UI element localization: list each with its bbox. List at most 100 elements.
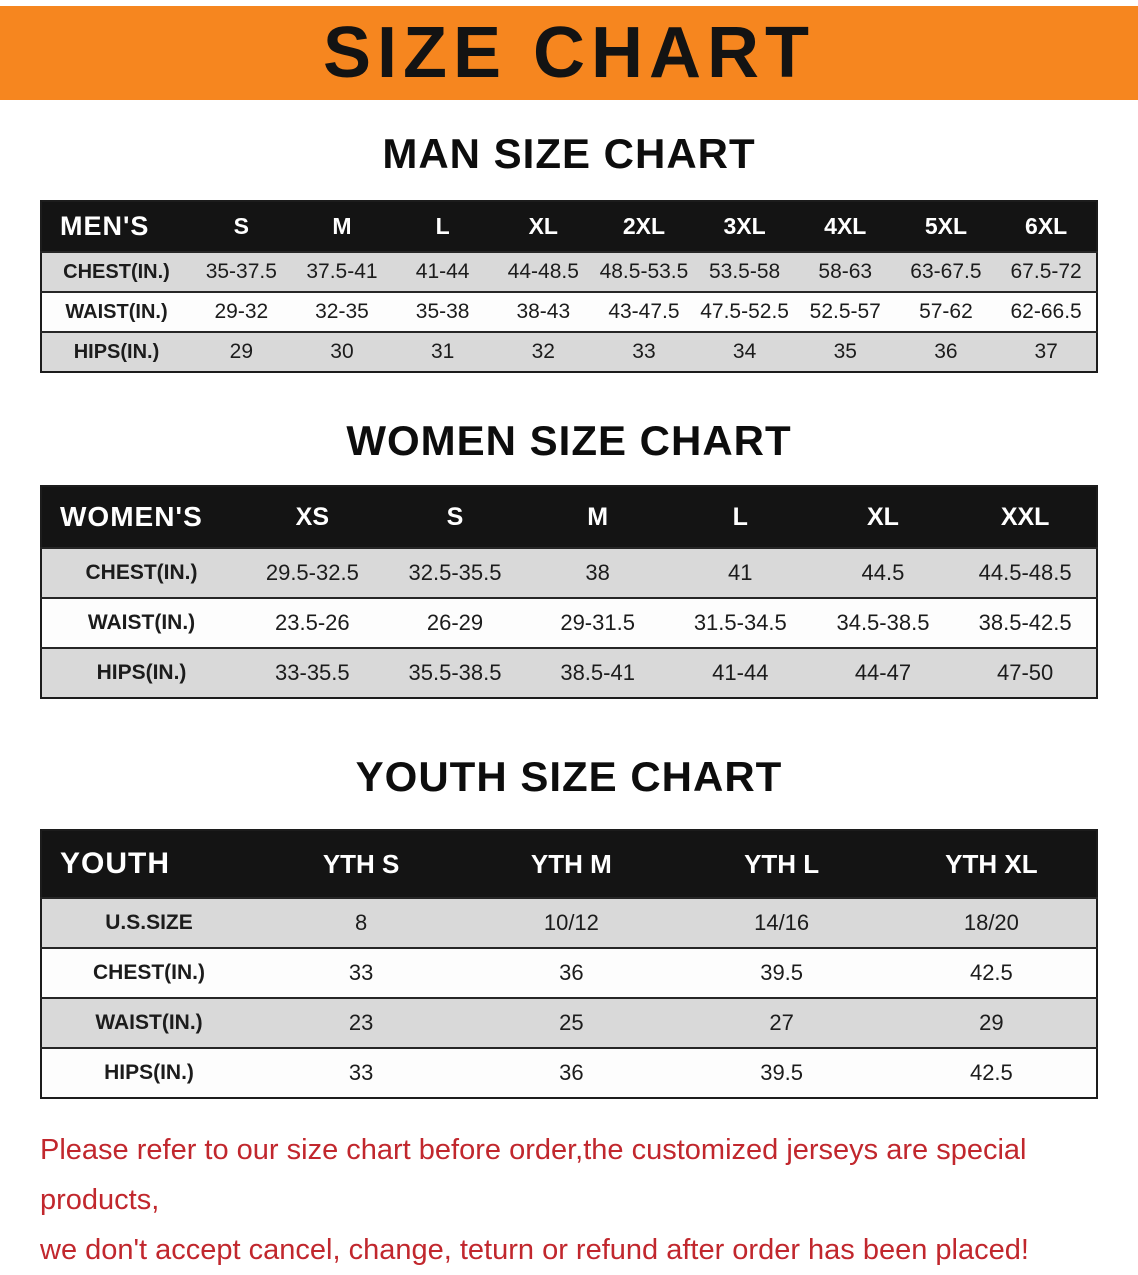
notice-line-1: Please refer to our size chart before or… (40, 1134, 1027, 1216)
cell: 52.5-57 (794, 291, 896, 332)
row-label: U.S.SIZE (41, 897, 256, 948)
man-section-heading: MAN SIZE CHART (382, 130, 756, 177)
cell: 29.5-32.5 (241, 547, 384, 598)
cell: 41-44 (668, 647, 812, 698)
cell: 44.5 (811, 547, 955, 598)
women-header-row: WOMEN'S XS S M L XL XXL (41, 486, 1097, 548)
cell: 8 (256, 897, 467, 948)
row-label: HIPS(IN.) (41, 647, 241, 698)
cell: 32.5-35.5 (383, 547, 527, 598)
youth-section-heading: YOUTH SIZE CHART (355, 753, 783, 800)
cell: 39.5 (676, 947, 887, 998)
col-header: 4XL (794, 201, 896, 252)
notice-line-2: we don't accept cancel, change, teturn o… (40, 1234, 1029, 1266)
col-header: L (668, 486, 812, 548)
cell: 25 (466, 997, 677, 1048)
size-chart-banner: SIZE CHART (0, 6, 1138, 100)
cell: 63-67.5 (895, 251, 997, 292)
cell: 14/16 (676, 897, 887, 948)
cell: 62-66.5 (996, 291, 1097, 332)
cell: 42.5 (886, 1047, 1097, 1098)
cell: 39.5 (676, 1047, 887, 1098)
col-header: S (191, 201, 292, 252)
row-label: HIPS(IN.) (41, 1047, 256, 1098)
cell: 10/12 (466, 897, 677, 948)
cell: 36 (895, 331, 997, 372)
row-label: WAIST(IN.) (41, 291, 191, 332)
table-row: CHEST(IN.) 35-37.5 37.5-41 41-44 44-48.5… (41, 251, 1097, 292)
col-header: YTH M (466, 830, 677, 898)
cell: 31.5-34.5 (668, 597, 812, 648)
cell: 36 (466, 947, 677, 998)
cell: 23 (256, 997, 467, 1048)
cell: 32 (492, 331, 594, 372)
cell: 34 (694, 331, 795, 372)
cell: 44-48.5 (492, 251, 594, 292)
row-label: WAIST(IN.) (41, 997, 256, 1048)
cell: 53.5-58 (694, 251, 795, 292)
col-header: 5XL (895, 201, 997, 252)
cell: 33 (593, 331, 695, 372)
cell: 41 (668, 547, 812, 598)
table-row: HIPS(IN.) 29 30 31 32 33 34 35 36 37 (41, 331, 1097, 372)
cell: 37.5-41 (291, 251, 393, 292)
cell: 33 (256, 1047, 467, 1098)
col-header: S (383, 486, 527, 548)
cell: 67.5-72 (996, 251, 1097, 292)
cell: 35.5-38.5 (383, 647, 527, 698)
cell: 23.5-26 (241, 597, 384, 648)
col-header: YTH S (256, 830, 467, 898)
cell: 44.5-48.5 (954, 547, 1097, 598)
youth-table-title: YOUTH (41, 830, 256, 898)
women-section-heading: WOMEN SIZE CHART (346, 417, 792, 464)
men-header-row: MEN'S S M L XL 2XL 3XL 4XL 5XL 6XL (41, 201, 1097, 252)
col-header: 6XL (996, 201, 1097, 252)
cell: 29-32 (191, 291, 292, 332)
cell: 35-37.5 (191, 251, 292, 292)
cell: 29 (886, 997, 1097, 1048)
cell: 43-47.5 (593, 291, 695, 332)
cell: 44-47 (811, 647, 955, 698)
cell: 27 (676, 997, 887, 1048)
cell: 35 (794, 331, 896, 372)
row-label: HIPS(IN.) (41, 331, 191, 372)
col-header: 2XL (593, 201, 695, 252)
table-row: HIPS(IN.) 33 36 39.5 42.5 (41, 1047, 1097, 1098)
cell: 26-29 (383, 597, 527, 648)
table-row: HIPS(IN.) 33-35.5 35.5-38.5 38.5-41 41-4… (41, 647, 1097, 698)
cell: 30 (291, 331, 393, 372)
cell: 38.5-42.5 (954, 597, 1097, 648)
table-row: WAIST(IN.) 23.5-26 26-29 29-31.5 31.5-34… (41, 597, 1097, 648)
col-header: XL (811, 486, 955, 548)
col-header: YTH L (676, 830, 887, 898)
men-table-title: MEN'S (41, 201, 191, 252)
table-row: WAIST(IN.) 29-32 32-35 35-38 38-43 43-47… (41, 291, 1097, 332)
cell: 18/20 (886, 897, 1097, 948)
col-header: 3XL (694, 201, 795, 252)
cell: 48.5-53.5 (593, 251, 695, 292)
table-row: CHEST(IN.) 29.5-32.5 32.5-35.5 38 41 44.… (41, 547, 1097, 598)
col-header: M (526, 486, 669, 548)
row-label: WAIST(IN.) (41, 597, 241, 648)
women-table-title: WOMEN'S (41, 486, 241, 548)
table-row: WAIST(IN.) 23 25 27 29 (41, 997, 1097, 1048)
cell: 42.5 (886, 947, 1097, 998)
row-label: CHEST(IN.) (41, 947, 256, 998)
table-row: CHEST(IN.) 33 36 39.5 42.5 (41, 947, 1097, 998)
cell: 47.5-52.5 (694, 291, 795, 332)
women-size-table: WOMEN'S XS S M L XL XXL CHEST(IN.) 29.5-… (40, 485, 1098, 699)
order-notice: Please refer to our size chart before or… (40, 1125, 1120, 1275)
cell: 37 (996, 331, 1097, 372)
cell: 33-35.5 (241, 647, 384, 698)
cell: 38.5-41 (526, 647, 669, 698)
col-header: L (392, 201, 493, 252)
men-size-table: MEN'S S M L XL 2XL 3XL 4XL 5XL 6XL CHEST… (40, 200, 1098, 373)
cell: 47-50 (954, 647, 1097, 698)
col-header: YTH XL (886, 830, 1097, 898)
cell: 57-62 (895, 291, 997, 332)
cell: 38 (526, 547, 669, 598)
youth-header-row: YOUTH YTH S YTH M YTH L YTH XL (41, 830, 1097, 898)
cell: 33 (256, 947, 467, 998)
cell: 32-35 (291, 291, 393, 332)
col-header: XL (492, 201, 594, 252)
